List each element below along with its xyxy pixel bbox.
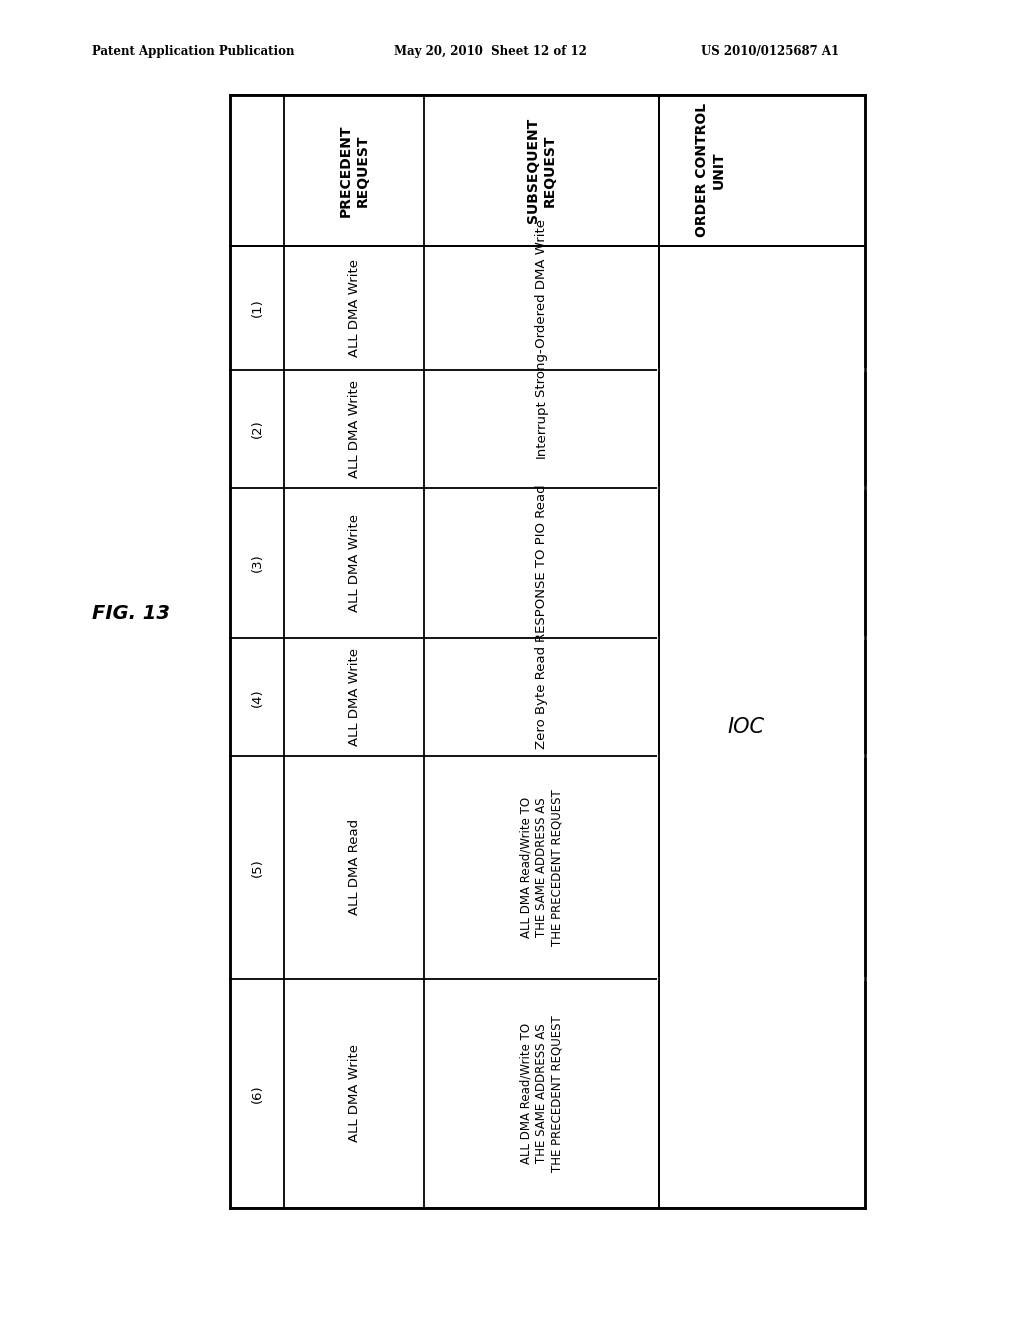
Text: SUBSEQUENT
REQUEST: SUBSEQUENT REQUEST <box>526 117 557 223</box>
Text: (3): (3) <box>251 553 264 573</box>
Text: (1): (1) <box>251 298 264 317</box>
Text: ORDER CONTROL
UNIT: ORDER CONTROL UNIT <box>695 103 726 238</box>
Text: Patent Application Publication: Patent Application Publication <box>92 45 295 58</box>
Text: (6): (6) <box>251 1084 264 1102</box>
Text: ALL DMA Write: ALL DMA Write <box>348 648 360 746</box>
Text: ALL DMA Write: ALL DMA Write <box>348 380 360 478</box>
Bar <box>230 95 865 1208</box>
Text: IOC: IOC <box>727 717 764 737</box>
Text: US 2010/0125687 A1: US 2010/0125687 A1 <box>701 45 840 58</box>
Text: ALL DMA Read: ALL DMA Read <box>348 820 360 916</box>
Text: (4): (4) <box>251 688 264 706</box>
Text: ALL DMA Write: ALL DMA Write <box>348 259 360 356</box>
Text: ALL DMA Write: ALL DMA Write <box>348 1044 360 1142</box>
Text: Zero Byte Read: Zero Byte Read <box>535 645 548 748</box>
Text: ALL DMA Read/Write TO
THE SAME ADDRESS AS
THE PRECEDENT REQUEST: ALL DMA Read/Write TO THE SAME ADDRESS A… <box>519 789 563 946</box>
Text: (2): (2) <box>251 420 264 438</box>
Text: Strong-Ordered DMA Write: Strong-Ordered DMA Write <box>535 219 548 397</box>
Text: RESPONSE TO PIO Read: RESPONSE TO PIO Read <box>535 484 548 642</box>
Text: (5): (5) <box>251 858 264 876</box>
Text: PRECEDENT
REQUEST: PRECEDENT REQUEST <box>339 124 370 216</box>
Text: ALL DMA Read/Write TO
THE SAME ADDRESS AS
THE PRECEDENT REQUEST: ALL DMA Read/Write TO THE SAME ADDRESS A… <box>519 1015 563 1172</box>
Text: May 20, 2010  Sheet 12 of 12: May 20, 2010 Sheet 12 of 12 <box>394 45 587 58</box>
Text: ALL DMA Write: ALL DMA Write <box>348 513 360 612</box>
Text: FIG. 13: FIG. 13 <box>92 605 170 623</box>
Text: Interrupt: Interrupt <box>535 400 548 458</box>
